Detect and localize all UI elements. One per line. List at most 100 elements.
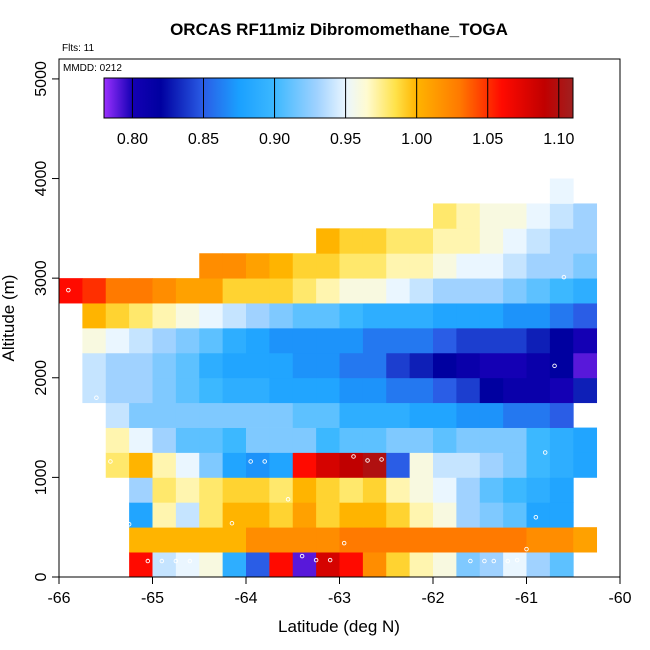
heatmap-cell bbox=[362, 402, 387, 428]
heatmap-cell bbox=[175, 552, 200, 577]
heatmap-cell bbox=[549, 377, 574, 404]
heatmap-cell bbox=[129, 402, 153, 428]
heatmap-cell bbox=[479, 477, 504, 503]
heatmap-cell bbox=[526, 228, 551, 254]
heatmap-cell bbox=[456, 477, 481, 503]
heatmap-cell bbox=[526, 253, 551, 279]
heatmap-cell bbox=[526, 527, 551, 553]
x-tick-label: -61 bbox=[515, 590, 538, 607]
heatmap-cell bbox=[479, 253, 504, 279]
heatmap-cell bbox=[573, 203, 598, 229]
heatmap-cell bbox=[105, 303, 130, 329]
colorbar-tick-label: 1.10 bbox=[543, 131, 574, 148]
heatmap-cell bbox=[129, 303, 153, 329]
heatmap-cell bbox=[339, 452, 364, 478]
sample-points bbox=[66, 274, 567, 564]
heatmap-cell bbox=[339, 278, 364, 304]
heatmap-cell bbox=[82, 352, 107, 379]
heatmap-cell bbox=[573, 253, 598, 279]
heatmap-cell bbox=[479, 327, 504, 354]
heatmap-cell bbox=[456, 352, 481, 379]
heatmap-cell bbox=[222, 303, 247, 329]
heatmap-cell bbox=[129, 527, 153, 553]
heatmap-cell bbox=[152, 327, 177, 354]
colorbar-tick-label: 1.00 bbox=[401, 131, 432, 148]
heatmap-cell bbox=[549, 278, 574, 304]
heatmap-cell bbox=[316, 278, 340, 304]
colorbar-tick-label: 0.95 bbox=[330, 131, 361, 148]
heatmap-cell bbox=[269, 502, 294, 528]
heatmap-cell bbox=[573, 452, 598, 478]
heatmap-cell bbox=[456, 452, 481, 478]
heatmap-cell bbox=[479, 228, 504, 254]
heatmap-cell bbox=[269, 327, 294, 354]
heatmap-cell bbox=[292, 502, 317, 528]
heatmap-cell bbox=[433, 303, 457, 329]
heatmap-cell bbox=[503, 303, 527, 329]
flights-annotation: Flts: 11 bbox=[62, 43, 94, 54]
heatmap-cell bbox=[222, 427, 247, 453]
heatmap-cell bbox=[549, 452, 574, 478]
heatmap-cell bbox=[433, 427, 457, 453]
heatmap-cell bbox=[386, 527, 411, 553]
heatmap-cell bbox=[503, 327, 527, 354]
heatmap-cell bbox=[503, 352, 527, 379]
sample-point bbox=[379, 457, 384, 462]
heatmap-cell bbox=[222, 278, 247, 304]
heatmap-cell bbox=[526, 352, 551, 379]
heatmap-cell bbox=[526, 552, 551, 577]
heatmap-cell bbox=[479, 377, 504, 404]
heatmap-cell bbox=[175, 377, 200, 404]
heatmap-cells bbox=[59, 178, 598, 577]
sample-point bbox=[248, 459, 253, 464]
heatmap-cell bbox=[199, 402, 224, 428]
heatmap-cell bbox=[129, 552, 153, 577]
heatmap-cell bbox=[433, 278, 457, 304]
heatmap-cell bbox=[316, 303, 340, 329]
heatmap-cell bbox=[292, 303, 317, 329]
heatmap-cell bbox=[362, 253, 387, 279]
x-tick-label: -65 bbox=[141, 590, 164, 607]
heatmap-cell bbox=[549, 477, 574, 503]
sample-point bbox=[145, 558, 151, 564]
heatmap-cell bbox=[152, 552, 177, 577]
heatmap-cell bbox=[199, 253, 224, 279]
heatmap-cell bbox=[362, 352, 387, 379]
heatmap-cell bbox=[456, 253, 481, 279]
sample-point bbox=[351, 454, 356, 459]
heatmap-cell bbox=[199, 477, 224, 503]
heatmap-cell bbox=[152, 477, 177, 503]
x-tick-label: -66 bbox=[47, 590, 70, 607]
heatmap-cell bbox=[292, 402, 317, 428]
heatmap-cell bbox=[386, 552, 411, 577]
heatmap-cell bbox=[526, 327, 551, 354]
heatmap-cell bbox=[479, 278, 504, 304]
heatmap-cell bbox=[503, 377, 527, 404]
heatmap-cell bbox=[59, 278, 83, 304]
heatmap-cell bbox=[292, 477, 317, 503]
heatmap-cell bbox=[456, 427, 481, 453]
heatmap-cell bbox=[82, 278, 107, 304]
heatmap-cell bbox=[199, 527, 224, 553]
heatmap-cell bbox=[175, 477, 200, 503]
heatmap-cell bbox=[362, 327, 387, 354]
heatmap-cell bbox=[433, 502, 457, 528]
heatmap-cell bbox=[316, 527, 340, 553]
heatmap-cell bbox=[199, 452, 224, 478]
heatmap-cell bbox=[339, 327, 364, 354]
heatmap-cell bbox=[269, 452, 294, 478]
heatmap-cell bbox=[526, 203, 551, 229]
heatmap-cell bbox=[573, 278, 598, 304]
heatmap-cell bbox=[386, 402, 411, 428]
heatmap-cell bbox=[549, 352, 574, 379]
heatmap-cell bbox=[152, 303, 177, 329]
heatmap-cell bbox=[269, 477, 294, 503]
heatmap-cell bbox=[549, 303, 574, 329]
date-annotation: MMDD: 0212 bbox=[63, 63, 122, 74]
heatmap-cell bbox=[409, 303, 434, 329]
y-tick-label: 5000 bbox=[33, 61, 50, 97]
heatmap-cell bbox=[433, 527, 457, 553]
heatmap-cell bbox=[269, 427, 294, 453]
heatmap-cell bbox=[152, 452, 177, 478]
heatmap-cell bbox=[269, 377, 294, 404]
